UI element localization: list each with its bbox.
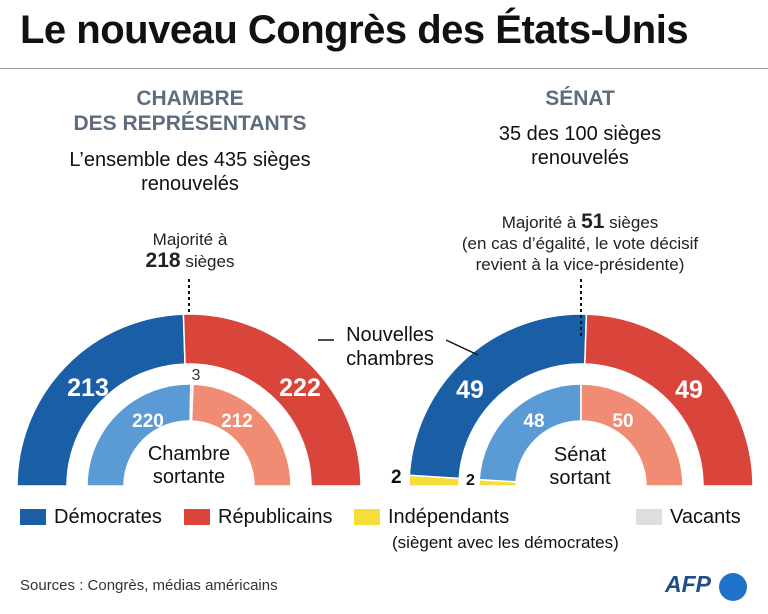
legend-republicans-label: Républicains xyxy=(218,506,333,528)
legend-independents-label: Indépendants xyxy=(388,506,510,528)
senate-subtitle-line2: renouvelés xyxy=(531,147,629,169)
house-majority: Majorité à 218 sièges xyxy=(100,229,280,272)
house-subtitle-line1: L’ensemble des 435 sièges xyxy=(69,149,311,171)
afp-logo: AFP xyxy=(665,571,711,597)
house-new-democrats-label: 213 xyxy=(67,374,109,402)
callout-new-chambers: Nouvelles chambres xyxy=(334,323,446,371)
senate-subtitle: 35 des 100 sièges renouvelés xyxy=(440,122,720,170)
senate-heading: SÉNAT xyxy=(545,87,615,110)
page-title: Le nouveau Congrès des États-Unis xyxy=(20,8,689,52)
house-majority-unit: sièges xyxy=(185,252,235,271)
callout-line2: chambres xyxy=(346,348,434,370)
senate-majority-line3: revient à la vice-présidente) xyxy=(475,255,685,274)
legend-independents: Indépendants xyxy=(354,505,509,529)
house-inner-caption-line1: Chambre xyxy=(147,443,231,465)
house-majority-line1: Majorité à xyxy=(152,230,228,249)
house-heading: CHAMBRE DES REPRÉSENTANTS xyxy=(60,86,320,136)
source-note: Sources : Congrès, médias américains xyxy=(20,577,278,594)
callout-line-right xyxy=(445,339,479,356)
house-outgoing-republicains-arc xyxy=(190,383,292,487)
senate-inner-caption-line1: Sénat xyxy=(553,444,607,466)
senate-chart xyxy=(408,313,754,487)
house-old-democrats-label: 220 xyxy=(132,411,164,432)
house-heading-line2: DES REPRÉSENTANTS xyxy=(73,112,307,135)
house-majority-number: 218 xyxy=(145,249,181,272)
house-inner-caption: Chambre sortante xyxy=(129,443,249,489)
legend-vacant-swatch xyxy=(636,509,662,525)
senate-new-democrats-label: 49 xyxy=(456,376,484,404)
legend-independents-note: (siègent avec les démocrates) xyxy=(392,533,619,552)
legend-republicans-swatch xyxy=(184,509,210,525)
senate-inner-caption-line2: sortant xyxy=(549,467,611,489)
senate-majority-prefix: Majorité à xyxy=(501,213,577,232)
legend-vacant-label: Vacants xyxy=(670,506,741,528)
house-heading-line1: CHAMBRE xyxy=(136,87,244,110)
legend-republicans: Républicains xyxy=(184,505,333,529)
callout-line1: Nouvelles xyxy=(346,324,434,346)
legend-democrats-swatch xyxy=(20,509,46,525)
house-chart xyxy=(16,313,362,487)
senate-majority-unit: sièges xyxy=(609,213,659,232)
senate-old-independents-label: 2 xyxy=(466,472,475,489)
senate-majority: Majorité à 51 sièges (en cas d’égalité, … xyxy=(425,211,735,275)
house-old-republicans-label: 212 xyxy=(221,411,253,432)
house-new-republicans-label: 222 xyxy=(279,374,321,402)
senate-new-independents-label: 2 xyxy=(391,467,402,488)
senate-new-republicains-arc xyxy=(584,313,754,487)
house-inner-caption-line2: sortante xyxy=(152,466,226,488)
senate-new-republicans-label: 49 xyxy=(675,376,703,404)
senate-outgoing-republicains-arc xyxy=(580,383,684,487)
senate-subtitle-line1: 35 des 100 sièges xyxy=(498,123,662,145)
senate-inner-caption: Sénat sortant xyxy=(520,444,640,490)
legend-democrats: Démocrates xyxy=(20,505,162,529)
title-divider xyxy=(0,68,768,69)
senate-majority-line2: (en cas d’égalité, le vote décisif xyxy=(461,234,699,253)
senate-majority-number: 51 xyxy=(581,210,605,233)
senate-old-democrats-label: 48 xyxy=(523,411,545,432)
legend-vacant: Vacants xyxy=(636,505,741,529)
house-subtitle-line2: renouvelés xyxy=(141,173,239,195)
legend-democrats-label: Démocrates xyxy=(54,506,162,528)
house-subtitle: L’ensemble des 435 sièges renouvelés xyxy=(40,148,340,196)
house-new-republicains-arc xyxy=(182,313,362,487)
house-old-vacant-label: 3 xyxy=(191,367,201,384)
senate-old-republicans-label: 50 xyxy=(612,411,634,432)
legend-independents-swatch xyxy=(354,509,380,525)
afp-logo-dot xyxy=(719,573,747,601)
